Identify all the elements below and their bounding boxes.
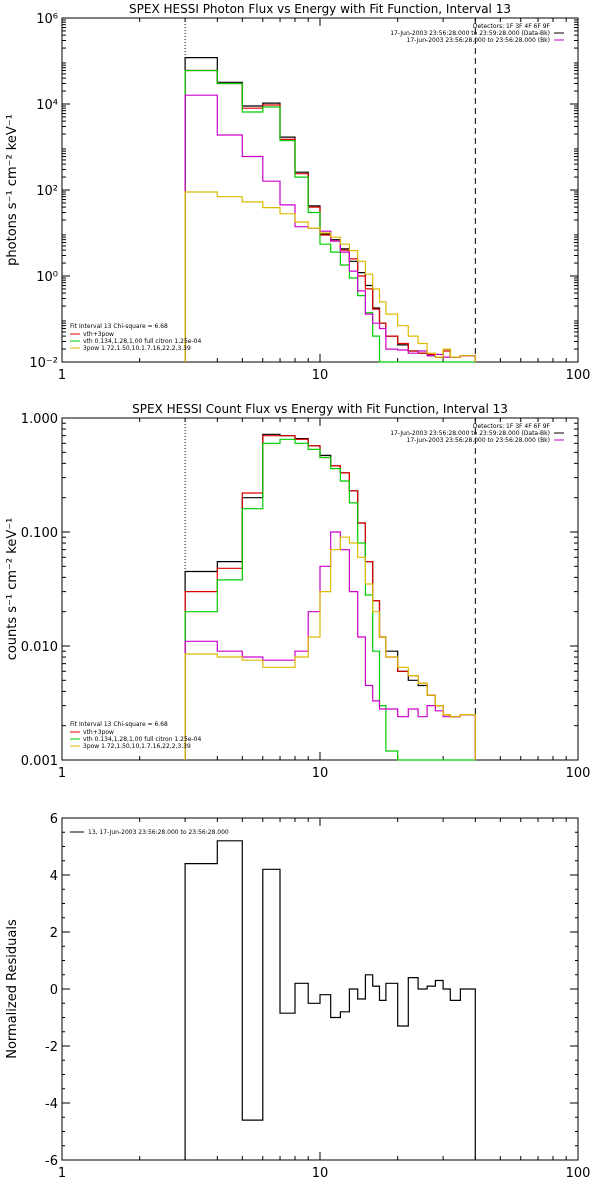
series-0-histogram	[184, 57, 476, 362]
y-tick-label: 10⁰	[36, 270, 58, 285]
series-2-histogram	[184, 69, 476, 363]
y-tick-label: 10⁶	[36, 12, 58, 27]
y-tick-label: 10²	[36, 184, 58, 199]
y-tick-label: 2	[50, 926, 58, 941]
header-line: 17-Jun-2003 23:56:28.000 to 23:56:28.000…	[407, 437, 550, 444]
y-tick-label: 4	[50, 869, 58, 884]
chart-title: SPEX HESSI Photon Flux vs Energy with Fi…	[129, 2, 511, 16]
legend-entry: 3pow 1.72,1.50,10,1.7.16,22,2,3.39	[83, 743, 191, 750]
y-tick-label: -2	[45, 1040, 58, 1055]
legend-entry: vth 0.134,1.28,1.00 full citron 1.25e-04	[83, 736, 201, 743]
series-2-histogram	[184, 438, 476, 761]
residuals-panel: Normalized Residuals 1 10 100 -6 -4 -2 0 2 4 6 13, …	[5, 812, 590, 1181]
x-tick-label: 100	[566, 368, 591, 383]
chart-title: SPEX HESSI Count Flux vs Energy with Fit…	[132, 402, 508, 416]
legend-entry: 13, 17-Jun-2003 23:56:28.000 to 23:56:28…	[88, 829, 229, 836]
y-axis-label: counts s⁻¹ cm⁻² keV⁻¹	[5, 518, 20, 661]
y-axis-label: photons s⁻¹ cm⁻² keV⁻¹	[5, 114, 20, 266]
x-tick-label: 100	[566, 1166, 591, 1181]
y-tick-label: 0.001	[21, 754, 58, 769]
x-tick-label: 10	[312, 368, 329, 383]
y-tick-label: -6	[45, 1154, 58, 1169]
x-tick-label: 100	[566, 766, 591, 781]
series-0-histogram	[184, 433, 476, 760]
series-4-histogram	[184, 536, 476, 760]
legend-entry: vth+3pow	[83, 331, 114, 338]
legend-entry: vth 0.134,1.28,1.00 full citron 1.25e-04	[83, 338, 201, 345]
header-line: 17-Jun-2003 23:56:28.000 to 23:59:28.000…	[390, 30, 550, 37]
y-tick-label: 0.100	[21, 526, 58, 541]
header-line: Detectors: 1F 3F 4F 6F 9F	[473, 23, 551, 30]
series-1-histogram	[184, 69, 476, 362]
plot-frame	[61, 17, 579, 363]
series-3-histogram	[184, 531, 476, 760]
x-tick-label: 1	[58, 368, 66, 383]
series-3-histogram	[184, 94, 476, 362]
header-line: 17-Jun-2003 23:56:28.000 to 23:59:28.000…	[390, 430, 550, 437]
count-flux-panel: SPEX HESSI Count Flux vs Energy with Fit…	[5, 402, 590, 781]
y-tick-label: 10⁻²	[29, 356, 58, 371]
header-line: Detectors: 1F 3F 4F 6F 9F	[473, 423, 551, 430]
y-axis-label: Normalized Residuals	[5, 919, 20, 1059]
y-tick-label: -4	[45, 1097, 58, 1112]
y-tick-label: 10⁴	[36, 98, 58, 113]
y-tick-label: 0.010	[21, 640, 58, 655]
legend-entry: vth+3pow	[83, 729, 114, 736]
y-tick-label: 1.000	[21, 412, 58, 427]
x-tick-label: 1	[58, 766, 66, 781]
series-4-histogram	[184, 191, 476, 362]
fit-label: Fit Interval 13 Chi-square = 6.68	[70, 323, 168, 330]
x-tick-label: 10	[312, 1166, 329, 1181]
y-tick-label: 6	[50, 812, 58, 827]
x-tick-label: 10	[312, 766, 329, 781]
series-0-histogram	[184, 840, 476, 1160]
header-line: 17-Jun-2003 23:56:28.000 to 23:56:28.000…	[407, 37, 550, 44]
plot-frame	[61, 817, 579, 1161]
legend-entry: 3pow 1.72,1.50,10,1.7.16,22,2,3.39	[83, 345, 191, 352]
fit-label: Fit Interval 13 Chi-square = 6.68	[70, 721, 168, 728]
photon-flux-panel: SPEX HESSI Photon Flux vs Energy with Fi…	[5, 2, 590, 383]
x-tick-label: 1	[58, 1166, 66, 1181]
series-1-histogram	[184, 435, 476, 760]
y-tick-label: 0	[50, 983, 58, 998]
